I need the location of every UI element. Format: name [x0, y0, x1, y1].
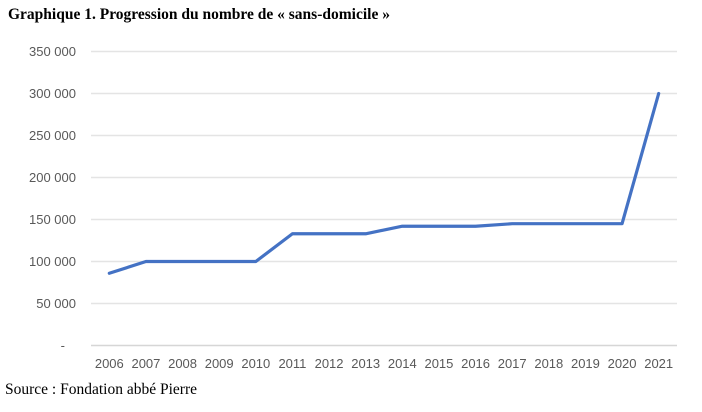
x-tick-label: 2019: [571, 356, 600, 371]
x-tick-label: 2008: [168, 356, 197, 371]
x-tick-label: 2015: [424, 356, 453, 371]
x-tick-label: 2006: [95, 356, 124, 371]
x-tick-label: 2007: [131, 356, 160, 371]
x-tick-label: 2012: [315, 356, 344, 371]
x-tick-label: 2017: [498, 356, 527, 371]
y-tick-label: 200 000: [29, 170, 76, 185]
y-tick-label: -: [61, 338, 65, 353]
x-tick-label: 2018: [534, 356, 563, 371]
y-tick-label: 250 000: [29, 128, 76, 143]
x-tick-label: 2013: [351, 356, 380, 371]
x-tick-label: 2010: [241, 356, 270, 371]
x-tick-label: 2011: [278, 356, 306, 371]
y-tick-label: 100 000: [29, 254, 76, 269]
y-tick-label: 350 000: [29, 44, 76, 59]
x-tick-label: 2009: [205, 356, 234, 371]
source-note: Source : Fondation abbé Pierre: [5, 381, 197, 398]
y-tick-label: 150 000: [29, 212, 76, 227]
y-tick-label: 300 000: [29, 86, 76, 101]
series-line: [107, 91, 661, 275]
x-tick-label: 2014: [388, 356, 417, 371]
chart-title: Graphique 1. Progression du nombre de « …: [8, 6, 390, 23]
y-tick-label: 50 000: [36, 296, 76, 311]
x-tick-label: 2016: [461, 356, 490, 371]
x-tick-label: 2020: [608, 356, 637, 371]
x-tick-label: 2021: [644, 356, 673, 371]
